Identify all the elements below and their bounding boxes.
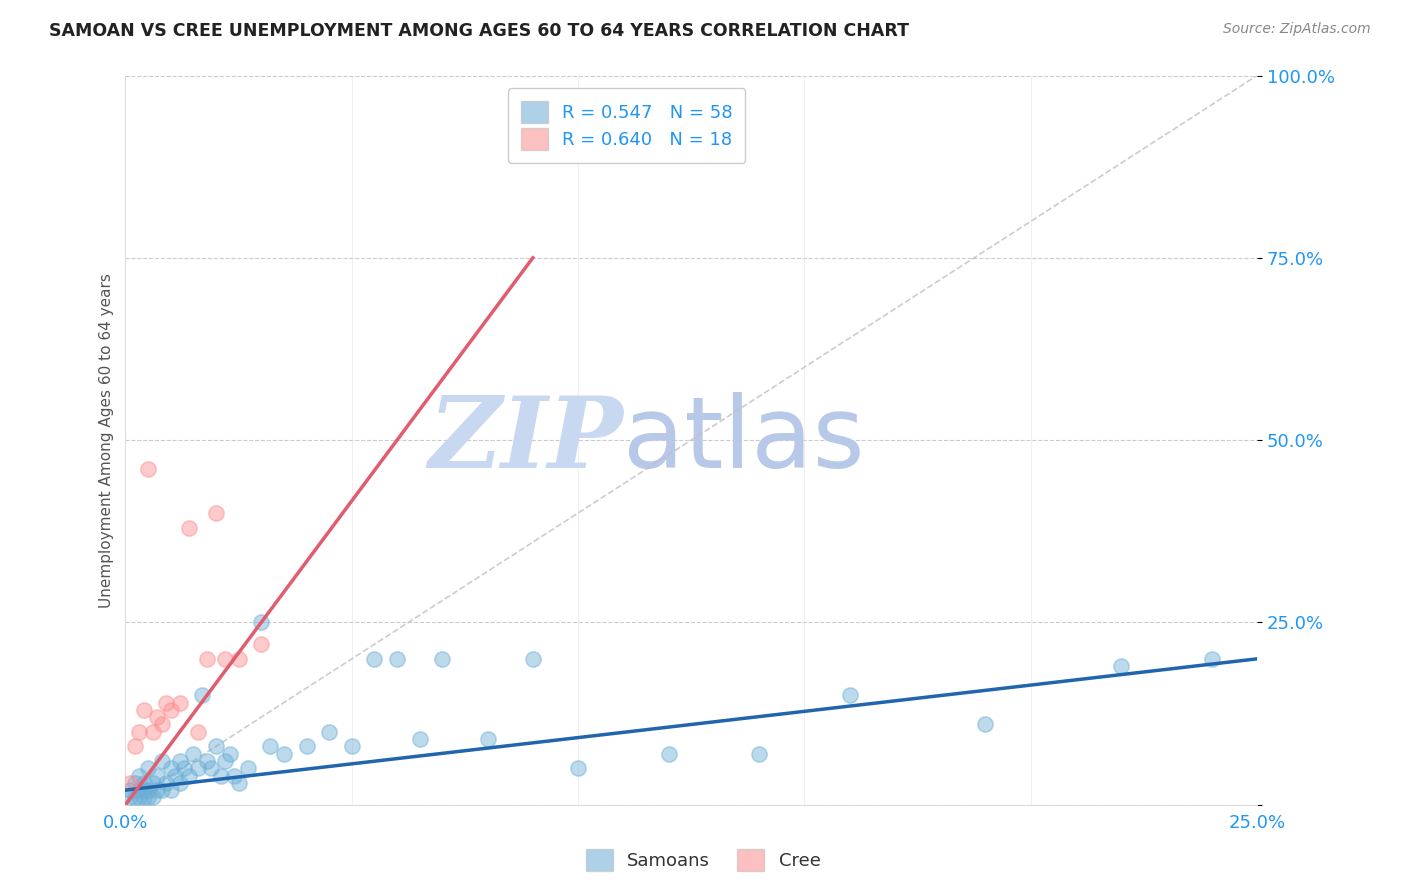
Point <box>259 739 281 754</box>
Point <box>363 652 385 666</box>
Point <box>200 761 222 775</box>
Point <box>250 637 273 651</box>
Point <box>748 747 770 761</box>
Point <box>132 776 155 790</box>
Point <box>150 754 173 768</box>
Point <box>132 703 155 717</box>
Point <box>159 783 181 797</box>
Point <box>142 776 165 790</box>
Point <box>128 783 150 797</box>
Point <box>1201 652 1223 666</box>
Point <box>169 754 191 768</box>
Point <box>142 790 165 805</box>
Point <box>136 761 159 775</box>
Point <box>124 739 146 754</box>
Point <box>385 652 408 666</box>
Point <box>136 462 159 476</box>
Legend: R = 0.547   N = 58, R = 0.640   N = 18: R = 0.547 N = 58, R = 0.640 N = 18 <box>508 88 745 163</box>
Point <box>136 790 159 805</box>
Point <box>195 652 218 666</box>
Point <box>169 776 191 790</box>
Point <box>118 776 141 790</box>
Point <box>146 783 169 797</box>
Point <box>224 768 246 782</box>
Text: SAMOAN VS CREE UNEMPLOYMENT AMONG AGES 60 TO 64 YEARS CORRELATION CHART: SAMOAN VS CREE UNEMPLOYMENT AMONG AGES 6… <box>49 22 910 40</box>
Point <box>136 783 159 797</box>
Point <box>118 790 141 805</box>
Point <box>187 761 209 775</box>
Text: Source: ZipAtlas.com: Source: ZipAtlas.com <box>1223 22 1371 37</box>
Point <box>205 739 228 754</box>
Point <box>522 652 544 666</box>
Point <box>169 696 191 710</box>
Point <box>155 696 177 710</box>
Point <box>477 732 499 747</box>
Point <box>159 761 181 775</box>
Point <box>118 783 141 797</box>
Point <box>159 703 181 717</box>
Point <box>205 506 228 520</box>
Point <box>567 761 589 775</box>
Point <box>408 732 430 747</box>
Point <box>214 652 236 666</box>
Point <box>155 776 177 790</box>
Point <box>228 776 250 790</box>
Point <box>128 724 150 739</box>
Point <box>173 761 195 775</box>
Point <box>146 710 169 724</box>
Point <box>132 790 155 805</box>
Point <box>187 724 209 739</box>
Point <box>191 688 214 702</box>
Point <box>124 776 146 790</box>
Point <box>273 747 295 761</box>
Point <box>1109 659 1132 673</box>
Text: ZIP: ZIP <box>429 392 623 488</box>
Point <box>218 747 240 761</box>
Point <box>250 615 273 630</box>
Point <box>432 652 454 666</box>
Point <box>128 790 150 805</box>
Point <box>142 724 165 739</box>
Text: atlas: atlas <box>623 392 865 489</box>
Point <box>124 790 146 805</box>
Point <box>295 739 318 754</box>
Point <box>214 754 236 768</box>
Point <box>177 520 200 534</box>
Point <box>340 739 363 754</box>
Point <box>195 754 218 768</box>
Point <box>150 783 173 797</box>
Point <box>146 768 169 782</box>
Point <box>228 652 250 666</box>
Point <box>177 768 200 782</box>
Point <box>165 768 187 782</box>
Point <box>838 688 860 702</box>
Point <box>318 724 340 739</box>
Point <box>132 783 155 797</box>
Point <box>974 717 997 731</box>
Point <box>183 747 205 761</box>
Point <box>236 761 259 775</box>
Y-axis label: Unemployment Among Ages 60 to 64 years: Unemployment Among Ages 60 to 64 years <box>100 273 114 607</box>
Point <box>209 768 232 782</box>
Legend: Samoans, Cree: Samoans, Cree <box>578 842 828 879</box>
Point <box>128 768 150 782</box>
Point <box>658 747 681 761</box>
Point <box>150 717 173 731</box>
